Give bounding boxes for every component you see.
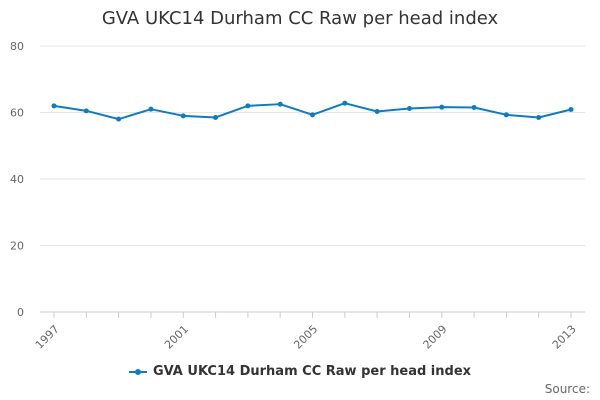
data-point[interactable] (116, 116, 122, 122)
legend-marker-icon (128, 367, 147, 377)
data-point[interactable] (536, 114, 542, 120)
data-point[interactable] (245, 103, 251, 109)
data-point[interactable] (374, 109, 380, 115)
data-point[interactable] (277, 101, 283, 107)
y-axis: 0 20 40 60 80 (10, 40, 24, 319)
data-point[interactable] (471, 105, 477, 111)
data-point[interactable] (83, 108, 89, 114)
chart-title: GVA UKC14 Durham CC Raw per head index (101, 8, 499, 29)
data-point[interactable] (213, 114, 219, 120)
y-tick-label: 80 (10, 40, 24, 53)
x-tick-label: 2001 (162, 323, 191, 352)
gridlines (40, 45, 585, 313)
data-point[interactable] (51, 103, 57, 109)
source-label: Source: (544, 382, 590, 396)
data-point[interactable] (310, 112, 315, 118)
data-point[interactable] (503, 112, 509, 118)
data-point[interactable] (406, 106, 412, 112)
data-point[interactable] (568, 107, 574, 113)
x-tick-label: 1997 (33, 323, 62, 352)
data-point[interactable] (180, 113, 186, 119)
y-tick-label: 20 (10, 240, 24, 253)
y-tick-label: 0 (17, 306, 24, 319)
legend[interactable]: GVA UKC14 Durham CC Raw per head index (0, 364, 600, 379)
data-point[interactable] (148, 106, 154, 112)
y-tick-label: 60 (10, 107, 24, 120)
series-layer (51, 100, 574, 122)
x-axis: 1997 2001 2005 2009 2013 (33, 312, 579, 352)
data-point[interactable] (342, 100, 348, 106)
x-tick-label: 2005 (291, 323, 320, 352)
data-point[interactable] (439, 104, 445, 110)
x-tick-label: 2009 (421, 323, 450, 352)
x-tick-label: 2013 (550, 323, 579, 352)
legend-label: GVA UKC14 Durham CC Raw per head index (152, 364, 472, 379)
y-tick-label: 40 (10, 173, 24, 186)
